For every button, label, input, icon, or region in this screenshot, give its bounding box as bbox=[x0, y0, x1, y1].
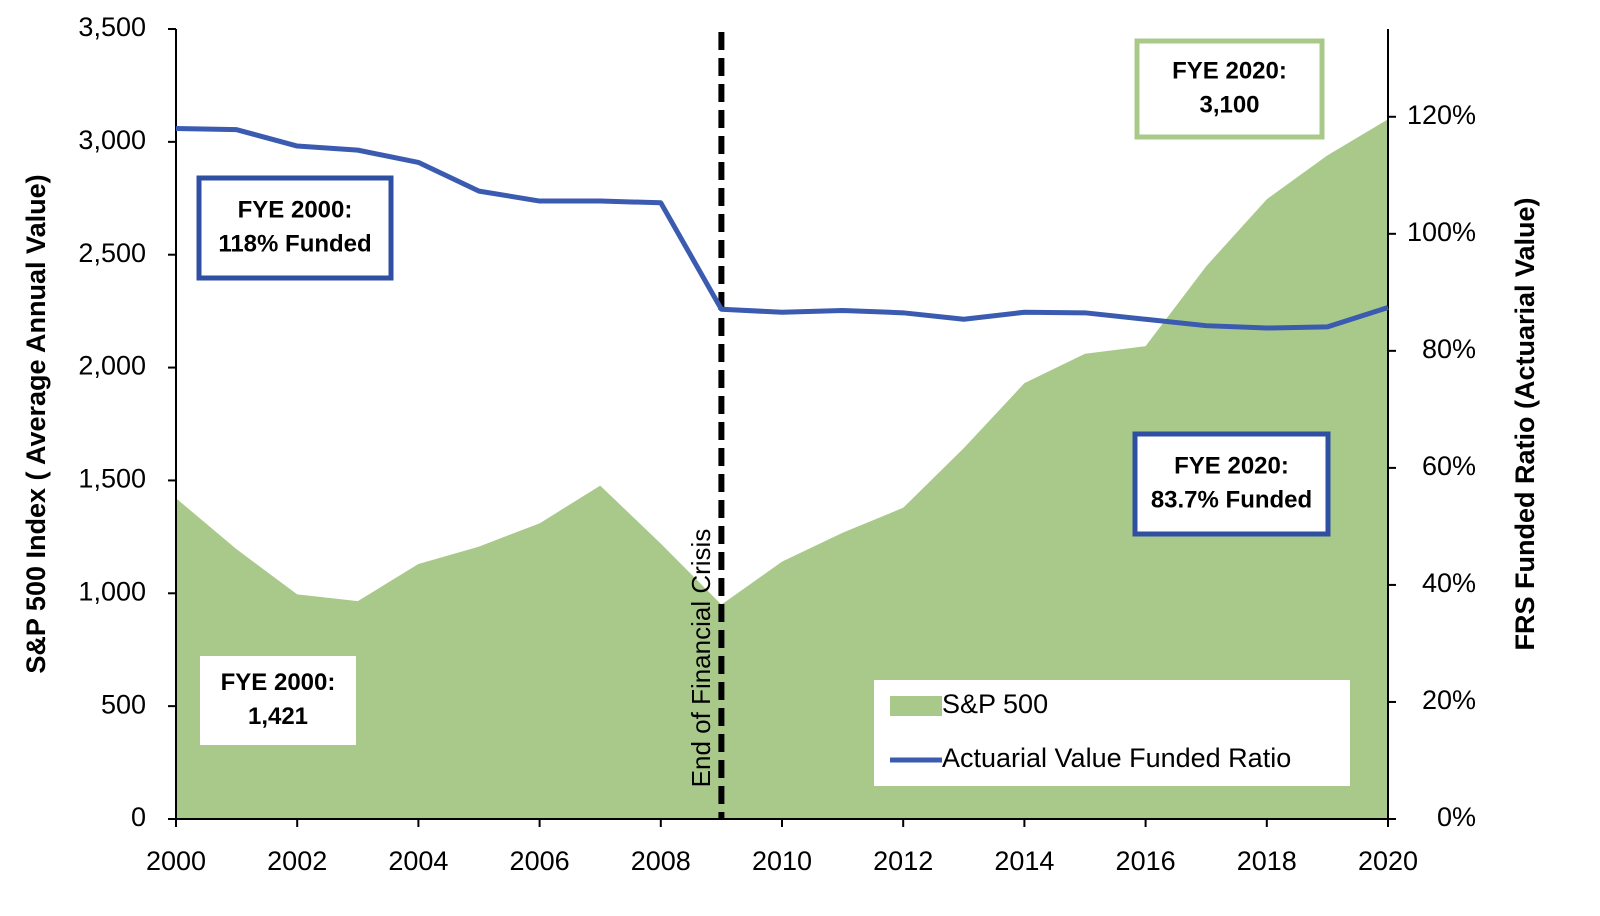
y-tick-label: 3,500 bbox=[78, 12, 146, 42]
x-tick-label: 2018 bbox=[1237, 846, 1297, 876]
annotation-text: 3,100 bbox=[1199, 91, 1259, 118]
y2-tick-label: 100% bbox=[1407, 217, 1476, 247]
annotation-box bbox=[1134, 38, 1325, 140]
y-tick-label: 500 bbox=[101, 689, 146, 719]
annotation-text: FYE 2020: bbox=[1172, 57, 1287, 84]
y-tick-label: 1,500 bbox=[78, 464, 146, 494]
y-tick-label: 3,000 bbox=[78, 125, 146, 155]
annotation-text: FYE 2000: bbox=[221, 669, 336, 696]
y-tick-label: 0 bbox=[131, 802, 146, 832]
y-tick-label: 1,000 bbox=[78, 576, 146, 606]
x-tick-label: 2014 bbox=[994, 846, 1054, 876]
y2-tick-label: 0% bbox=[1437, 802, 1476, 832]
x-tick-label: 2006 bbox=[510, 846, 570, 876]
y2-axis-label: FRS Funded Ratio (Actuarial Value) bbox=[1510, 197, 1540, 650]
line bbox=[175, 125, 1389, 331]
y2-tick-label: 120% bbox=[1407, 100, 1476, 130]
y-axis-label: S&P 500 Index ( Average Annual Value) bbox=[21, 174, 51, 673]
x-tick-label: 2020 bbox=[1358, 846, 1418, 876]
area bbox=[176, 119, 1388, 820]
legend-swatch bbox=[890, 696, 942, 716]
x-tick-label: 2016 bbox=[1116, 846, 1176, 876]
annotation-box bbox=[196, 175, 394, 281]
annotation-text: 83.7% Funded bbox=[1151, 486, 1312, 513]
y2-tick-label: 40% bbox=[1422, 568, 1476, 598]
legend-label: Actuarial Value Funded Ratio bbox=[942, 743, 1291, 773]
y-tick-label: 2,500 bbox=[78, 238, 146, 268]
x-tick-label: 2012 bbox=[873, 846, 933, 876]
annotation-box bbox=[1132, 431, 1331, 537]
x-tick-label: 2008 bbox=[631, 846, 691, 876]
crisis-label: End of Financial Crisis bbox=[686, 529, 716, 788]
x-tick-label: 2010 bbox=[752, 846, 812, 876]
annotation-text: FYE 2020: bbox=[1174, 452, 1289, 479]
y2-tick-label: 60% bbox=[1422, 451, 1476, 481]
x-tick-label: 2002 bbox=[267, 846, 327, 876]
x-tick-label: 2000 bbox=[146, 846, 206, 876]
annotation-text: 1,421 bbox=[248, 703, 308, 730]
legend-box bbox=[874, 680, 1350, 786]
y2-tick-label: 80% bbox=[1422, 334, 1476, 364]
annotation-text: 118% Funded bbox=[218, 230, 371, 257]
x-tick-label: 2004 bbox=[388, 846, 448, 876]
annotation-box bbox=[200, 656, 356, 745]
y-tick-label: 2,000 bbox=[78, 351, 146, 381]
annotation-text: FYE 2000: bbox=[238, 196, 353, 223]
y2-tick-label: 20% bbox=[1422, 685, 1476, 715]
legend-label: S&P 500 bbox=[942, 689, 1048, 719]
